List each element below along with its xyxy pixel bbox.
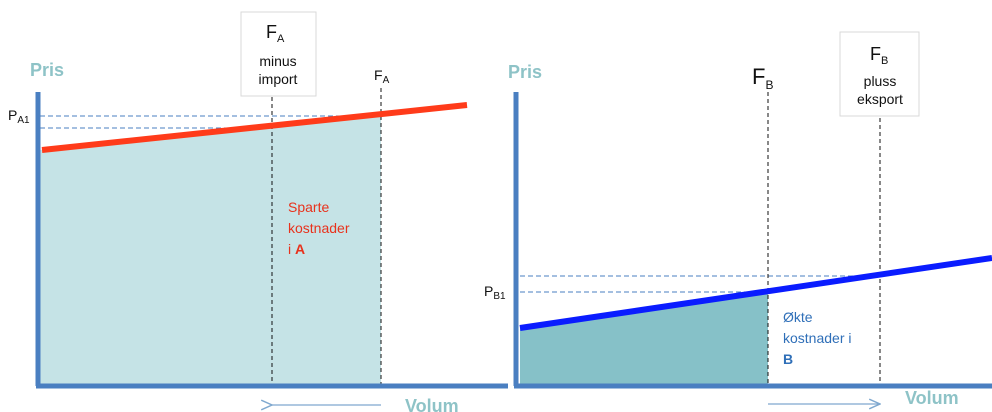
right-fb-plus-export-box [839, 31, 920, 117]
right-area-note-line1: Økte [783, 309, 813, 325]
right-area-note-line2: kostnader i [783, 330, 851, 346]
right-fb-symbol: FB [752, 64, 773, 92]
left-saved-cost-area [40, 114, 381, 386]
left-area-note-line2: kostnader [288, 220, 350, 236]
right-fb-plus-export-line2: eksport [857, 91, 903, 107]
left-panel: Pris Volum PA1 FA minus import FA Sparte… [8, 11, 508, 412]
left-fa-minus-import-line2: import [259, 71, 298, 87]
right-area-note-line3: B [783, 351, 793, 367]
left-fa-minus-import-line1: minus [259, 53, 296, 69]
right-y-axis-title: Pris [508, 62, 542, 82]
left-x-axis-title: Volum [405, 396, 459, 412]
right-increased-cost-area [520, 290, 768, 386]
left-fa-minus-import-symbol: FA [266, 22, 285, 45]
left-fa-minus-import-box [240, 11, 317, 97]
supply-curve-b [519, 255, 992, 331]
left-area-note-line1: Sparte [288, 199, 329, 215]
supply-curve-a [41, 102, 468, 153]
left-area-note-line3: i A [288, 241, 305, 257]
right-fb-plus-export-symbol: FB [870, 44, 888, 67]
left-fa-symbol: FA [374, 67, 390, 86]
right-x-axis-title: Volum [905, 388, 959, 408]
left-y-axis-title: Pris [30, 60, 64, 80]
right-panel: Pris Volum PB1 FB FB pluss eksport Økte … [484, 31, 992, 408]
right-price-label: PB1 [484, 283, 506, 302]
left-price-label: PA1 [8, 107, 30, 126]
right-fb-plus-export-line1: pluss [864, 73, 897, 89]
